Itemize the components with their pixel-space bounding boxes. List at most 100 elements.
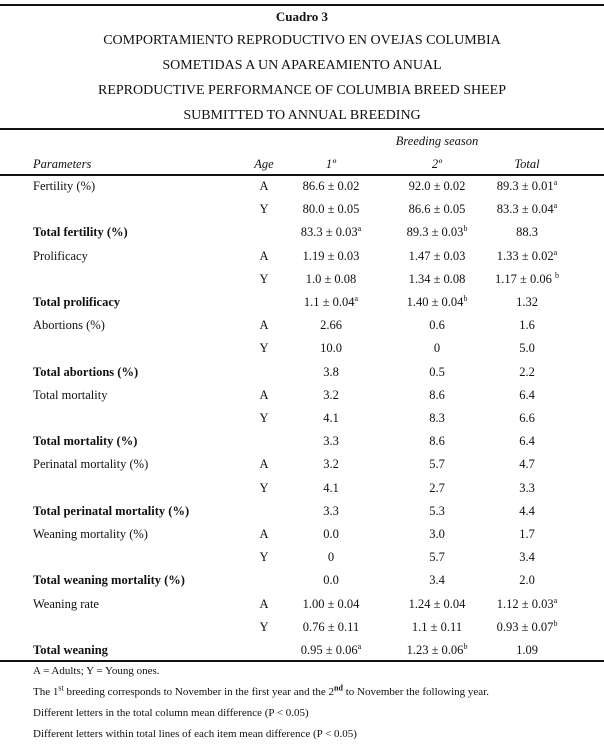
significance-letter: a <box>553 595 558 605</box>
age-cell: A <box>259 527 269 541</box>
cell-value: 0.95 ± 0.06 <box>300 643 358 657</box>
cell-value: 1.12 ± 0.03 <box>496 596 554 611</box>
age-cell: A <box>259 457 269 472</box>
cell-value: 3.2 <box>323 457 339 472</box>
total-cell: 1.12 ± 0.03a <box>472 595 582 612</box>
footnote-abbrev: A = Adults; Y = Young ones. <box>33 665 160 677</box>
table-row: Total mortality A 3.2 8.6 6.4 <box>0 388 604 410</box>
table-row: Y 0 5.7 3.4 <box>0 550 604 572</box>
total-cell: 1.17 ± 0.06 b <box>472 270 582 287</box>
cell-value: 6.4 <box>519 387 535 402</box>
significance-letter: a <box>357 224 362 234</box>
parameter-cell: Weaning mortality (%) <box>33 527 148 541</box>
title-line: SOMETIDAS A UN APAREAMIENTO ANUAL <box>162 58 442 73</box>
cell-value: 8.6 <box>429 387 445 402</box>
total-row: Total weaning mortality (%) 0.0 3.4 2.0 <box>0 573 604 595</box>
fn-sup: nd <box>334 683 343 693</box>
fn-text: to November the following year. <box>342 686 489 698</box>
season-cell: 1.19 ± 0.03 <box>276 249 386 264</box>
total-row: Total fertility (%) 83.3 ± 0.03a 89.3 ± 0.… <box>0 225 604 247</box>
season-cell: 1.40 ± 0.04b <box>382 293 492 310</box>
cell-value: 5.7 <box>429 457 445 472</box>
season-cell: 2.66 <box>276 318 386 333</box>
season-cell: 0.6 <box>382 318 492 333</box>
cell-value: 89.3 ± 0.03 <box>406 225 464 240</box>
cell-value: 1.40 ± 0.04 <box>406 295 464 309</box>
parameter-cell: Total weaning mortality (%) <box>33 573 185 588</box>
age-cell: Y <box>259 619 269 634</box>
footnote-breeding: The 1st breeding corresponds to November… <box>33 683 489 698</box>
season-cell: 0.5 <box>382 365 492 380</box>
age-cell: Y <box>259 341 269 356</box>
cell-value: 0.76 ± 0.11 <box>302 619 360 634</box>
season-cell: 4.1 <box>276 481 386 496</box>
table-row: Perinatal mortality (%) A 3.2 5.7 4.7 <box>0 457 604 479</box>
cell-value: 0.5 <box>429 364 445 379</box>
cell-value: 1.34 ± 0.08 <box>408 271 466 286</box>
table-row: Y 80.0 ± 0.05 86.6 ± 0.05 83.3 ± 0.04a <box>0 202 604 224</box>
table-row: Fertility (%) A 86.6 ± 0.02 92.0 ± 0.02 89.3… <box>0 177 604 201</box>
title-line: SUBMITTED TO ANNUAL BREEDING <box>183 108 421 123</box>
parameter-cell: Abortions (%) <box>33 318 105 333</box>
parameter-cell: Weaning rate <box>33 596 99 611</box>
cell-value: 0.93 ± 0.07 <box>496 619 554 634</box>
total-row: Total perinatal mortality (%) 3.3 5.3 4.4 <box>0 504 604 526</box>
table-row: Y 0.76 ± 0.11 1.1 ± 0.11 0.93 ± 0.07b <box>0 619 604 642</box>
season-cell: 83.3 ± 0.03a <box>276 225 386 240</box>
parameter-cell: Total mortality <box>33 387 108 402</box>
header-row: Parameters Age 1º 2º Total <box>0 157 604 179</box>
cell-value: 3.4 <box>429 573 445 588</box>
season-cell: 0.95 ± 0.06a <box>276 642 386 658</box>
significance-letter: b <box>555 270 559 280</box>
cell-value: 1.0 ± 0.08 <box>305 271 357 286</box>
cell-value: 83.3 ± 0.04 <box>496 202 554 217</box>
table-row: Weaning mortality (%) A 0.0 3.0 1.7 <box>0 527 604 549</box>
total-cell: 1.09 <box>472 643 582 658</box>
season-cell: 10.0 <box>276 341 386 356</box>
age-cell: Y <box>259 550 269 565</box>
parameter-cell: Total abortions (%) <box>33 364 139 379</box>
season-cell: 1.00 ± 0.04 <box>276 597 386 612</box>
total-cell: 6.4 <box>472 388 582 403</box>
cell-value: 0.6 <box>429 318 445 333</box>
cell-value: 1.47 ± 0.03 <box>408 248 466 263</box>
total-cell: 1.32 <box>472 295 582 310</box>
season-cell: 89.3 ± 0.03b <box>382 225 492 240</box>
season-cell: 2.7 <box>382 481 492 496</box>
cell-value: 80.0 ± 0.05 <box>302 202 360 217</box>
cell-value: 3.0 <box>429 527 445 541</box>
season-cell: 8.3 <box>382 411 492 426</box>
age-cell: A <box>259 596 269 611</box>
season-cell: 1.24 ± 0.04 <box>382 597 492 612</box>
significance-letter: b <box>463 293 468 303</box>
significance-letter: b <box>463 224 468 234</box>
age-cell: Y <box>259 202 269 217</box>
season-cell: 5.7 <box>382 550 492 565</box>
season-cell: 86.6 ± 0.02 <box>276 179 386 194</box>
cell-value: 10.0 <box>320 341 342 356</box>
total-cell: 83.3 ± 0.04a <box>472 202 582 217</box>
cell-value: 1.17 ± 0.06 <box>495 271 555 286</box>
cell-value: 1.33 ± 0.02 <box>496 248 554 263</box>
breeding-season-header: Breeding season <box>395 134 479 148</box>
parameter-cell: Prolificacy <box>33 248 88 263</box>
parameters-header: Parameters <box>33 157 92 171</box>
cell-value: 1.32 <box>516 295 538 309</box>
cell-value: 0.0 <box>323 573 339 588</box>
cell-value: 3.3 <box>323 434 339 449</box>
cell-value: 1.1 ± 0.11 <box>411 619 463 634</box>
significance-letter: a <box>553 177 558 187</box>
cell-value: 8.3 <box>429 411 445 425</box>
age-cell: A <box>259 248 269 263</box>
cell-value: 6.6 <box>519 411 535 425</box>
cell-value: 1.19 ± 0.03 <box>302 248 360 263</box>
parameter-cell: Total fertility (%) <box>33 225 128 240</box>
total-row: Total weaning 0.95 ± 0.06a 1.23 ± 0.06b 1.0… <box>0 642 604 665</box>
cell-value: 2.0 <box>519 573 535 588</box>
title-line: REPRODUCTIVE PERFORMANCE OF COLUMBIA BRE… <box>98 83 506 98</box>
season-cell: 0.76 ± 0.11 <box>276 620 386 635</box>
season-cell: 1.47 ± 0.03 <box>382 249 492 264</box>
cell-value: 0 <box>327 550 335 565</box>
season-cell: 3.4 <box>382 573 492 588</box>
